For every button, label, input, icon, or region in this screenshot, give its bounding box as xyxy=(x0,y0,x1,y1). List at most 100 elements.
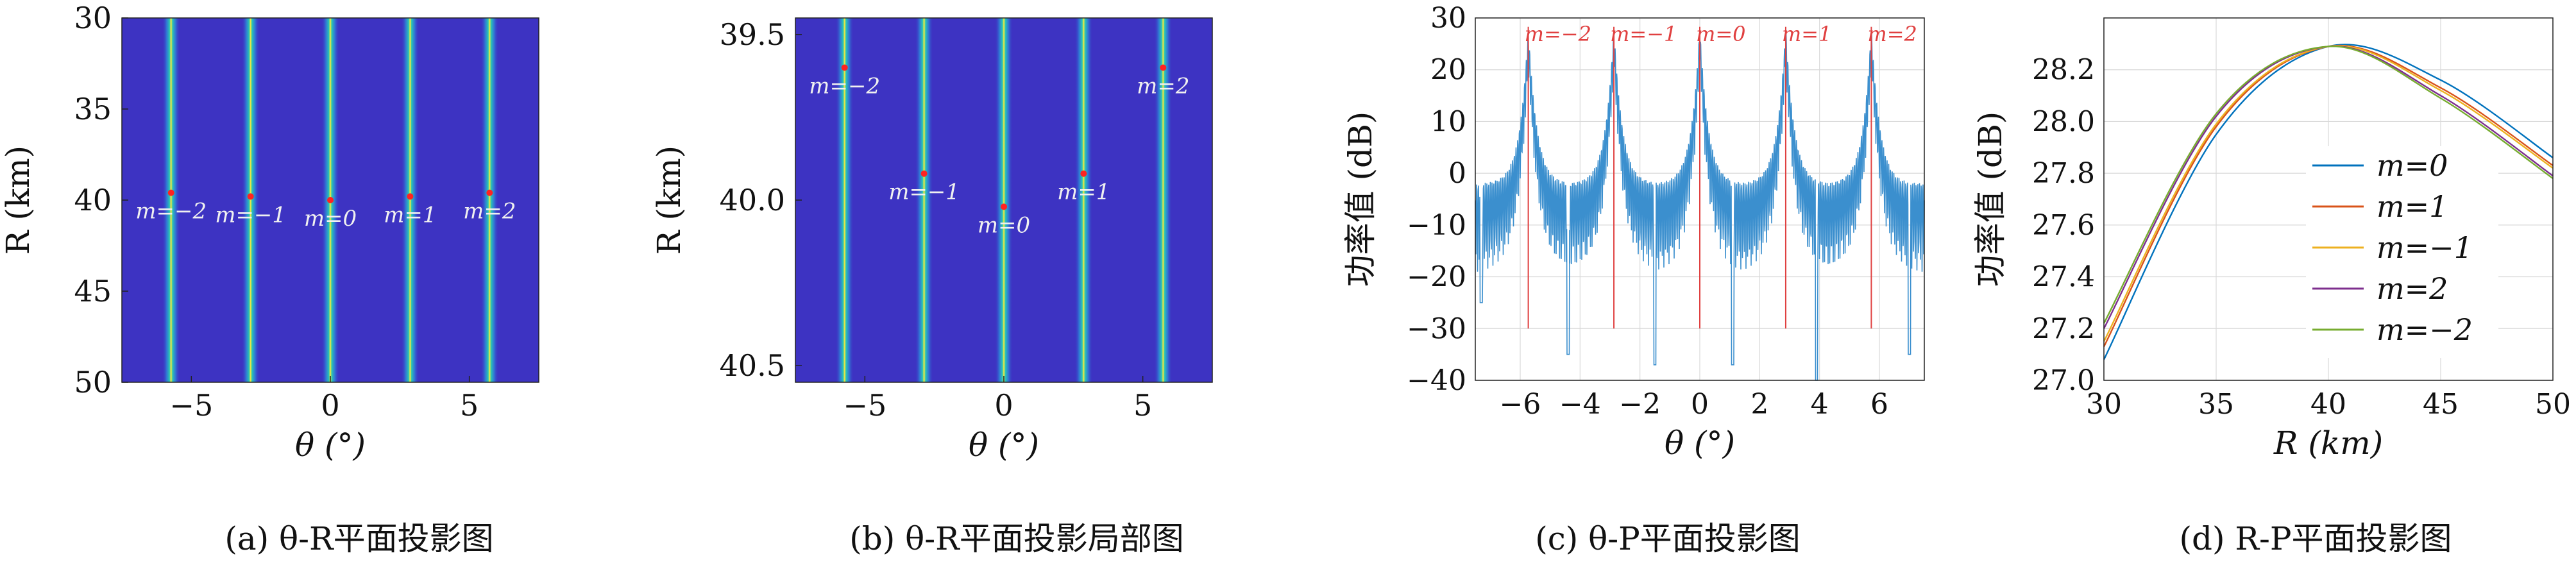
series-line-0 xyxy=(2103,44,2554,360)
intensity-stripe-3 xyxy=(401,18,419,382)
y-tick-label-1: 20 xyxy=(1430,54,1466,87)
legend-label-0: m=0 xyxy=(2377,148,2448,183)
intensity-stripe-1 xyxy=(915,18,933,382)
marker-label-2: m=0 xyxy=(304,206,357,232)
y-tick-label-5: −20 xyxy=(1407,261,1466,294)
x-tick-label-3: 45 xyxy=(2423,388,2459,421)
x-tick-label-5: 4 xyxy=(1811,388,1829,421)
marker-label-0: m=−2 xyxy=(135,199,207,224)
peak-marker-3 xyxy=(407,193,414,200)
x-tick-label-3: 0 xyxy=(1691,388,1709,421)
x-axis-label: θ (°) xyxy=(1665,425,1735,462)
y-tick-label-6: −30 xyxy=(1407,312,1466,345)
y-tick-label-3: 45 xyxy=(74,274,112,308)
y-tick-label-6: 27.0 xyxy=(2032,364,2095,397)
y-tick-label-1: 35 xyxy=(74,92,112,126)
y-tick-label-0: 30 xyxy=(74,1,112,35)
plot-frame xyxy=(1475,17,1925,381)
y-tick-label-0: 28.2 xyxy=(2032,54,2095,87)
y-tick-label-3: 0 xyxy=(1448,157,1466,190)
x-tick-label-2: 5 xyxy=(1133,388,1152,423)
marker-label-0: m=−2 xyxy=(809,73,880,99)
x-tick-label-4: 2 xyxy=(1750,388,1768,421)
peak-marker-1 xyxy=(247,193,254,200)
caption-d: (d) R-P平面投影图 xyxy=(2179,520,2452,557)
x-axis-label: θ (°) xyxy=(295,426,366,464)
caption-c: (c) θ-P平面投影图 xyxy=(1535,520,1801,557)
marker-label-1: m=−1 xyxy=(215,202,286,228)
marker-label-4: m=2 xyxy=(1137,73,1189,99)
peak-label-4: m=2 xyxy=(1867,22,1917,46)
peak-marker-2 xyxy=(1001,203,1007,210)
y-tick-label-1: 28.0 xyxy=(2032,105,2095,138)
y-axis-label: 功率值 (dB) xyxy=(1972,112,2009,287)
x-tick-label-2: −2 xyxy=(1619,388,1661,421)
intensity-stripe-4 xyxy=(480,18,499,382)
legend-label-3: m=2 xyxy=(2377,271,2448,306)
y-tick-label-1: 40.0 xyxy=(720,183,785,217)
x-tick-label-6: 6 xyxy=(1870,388,1888,421)
x-tick-label-2: 40 xyxy=(2310,388,2346,421)
series-line-4 xyxy=(2103,46,2554,324)
peak-marker-1 xyxy=(920,170,928,177)
legend-label-1: m=1 xyxy=(2377,189,2448,224)
x-axis-label: θ (°) xyxy=(969,426,1039,464)
peak-marker-2 xyxy=(327,197,334,203)
marker-label-4: m=2 xyxy=(463,199,516,224)
y-tick-label-0: 39.5 xyxy=(720,17,785,52)
panel-d-power-vs-range: m=0 m=1 m=−1 m=2 m=−2 30 35 40 45 50 28.2 28.0 27.8 2… xyxy=(1972,17,2571,462)
peak-marker-4 xyxy=(486,189,493,196)
intensity-stripe-1 xyxy=(241,18,260,382)
y-tick-label-3: 27.6 xyxy=(2032,209,2095,242)
y-axis-label: R (km) xyxy=(0,146,37,255)
x-tick-label-0: −5 xyxy=(169,388,213,423)
x-tick-label-0: 30 xyxy=(2086,388,2122,421)
x-tick-label-1: 35 xyxy=(2198,388,2234,421)
caption-b: (b) θ-R平面投影局部图 xyxy=(849,520,1184,557)
legend-box xyxy=(2306,146,2498,358)
panel-b-heatmap-zoom: m=−2 m=−1 m=0 m=1 m=2 −5 0 5 39.5 40.0 40.5 θ (°) R … xyxy=(650,17,1213,464)
peak-marker-3 xyxy=(1080,170,1087,177)
intensity-stripe-3 xyxy=(1074,18,1093,382)
x-tick-label-2: 5 xyxy=(460,388,479,423)
intensity-stripe-2 xyxy=(995,18,1013,382)
y-tick-label-4: 50 xyxy=(74,365,112,400)
panel-c-power-vs-angle: m=−2 m=−1 m=0 m=1 m=2−6 −4 −2 0 2 4 63020100−10−20… xyxy=(1342,2,1925,462)
y-tick-label-2: 40 xyxy=(74,183,112,217)
x-tick-label-1: 0 xyxy=(321,388,339,423)
caption-a: (a) θ-R平面投影图 xyxy=(225,520,494,557)
peak-label-3: m=1 xyxy=(1782,22,1832,46)
x-tick-label-0: −5 xyxy=(843,388,886,423)
y-tick-label-2: 40.5 xyxy=(720,348,785,383)
x-tick-label-1: 0 xyxy=(994,388,1013,423)
x-tick-label-4: 50 xyxy=(2535,388,2571,421)
y-tick-label-2: 10 xyxy=(1430,105,1466,138)
peak-label-0: m=−2 xyxy=(1525,22,1591,46)
x-axis-label: R (km) xyxy=(2273,425,2383,462)
peak-marker-0 xyxy=(841,64,848,71)
intensity-stripe-4 xyxy=(1154,18,1173,382)
x-tick-label-1: −4 xyxy=(1559,388,1601,421)
y-tick-label-4: −10 xyxy=(1407,209,1466,242)
peak-label-2: m=0 xyxy=(1696,22,1746,46)
y-axis-label: R (km) xyxy=(650,146,688,255)
x-tick-label-0: −6 xyxy=(1500,388,1541,421)
y-tick-label-5: 27.2 xyxy=(2032,312,2095,345)
intensity-stripe-0 xyxy=(162,18,180,382)
intensity-stripe-0 xyxy=(835,18,854,382)
peak-label-1: m=−1 xyxy=(1610,22,1677,46)
y-tick-label-2: 27.8 xyxy=(2032,157,2095,190)
marker-label-3: m=1 xyxy=(384,202,436,228)
y-tick-label-0: 30 xyxy=(1430,2,1466,35)
marker-label-1: m=−1 xyxy=(888,180,960,205)
legend-label-4: m=−2 xyxy=(2377,312,2473,347)
legend-label-2: m=−1 xyxy=(2377,230,2473,265)
y-tick-label-4: 27.4 xyxy=(2032,261,2095,294)
y-axis-label: 功率值 (dB) xyxy=(1342,112,1379,287)
panel-a-heatmap: m=−2 m=−1 m=0 m=1 m=2 −5 0 5 30 35 40 45 50 θ (°) R (k… xyxy=(0,1,539,464)
marker-label-3: m=1 xyxy=(1057,180,1110,205)
peak-marker-0 xyxy=(167,189,174,196)
peak-marker-4 xyxy=(1160,64,1167,71)
y-tick-label-7: −40 xyxy=(1407,364,1466,397)
